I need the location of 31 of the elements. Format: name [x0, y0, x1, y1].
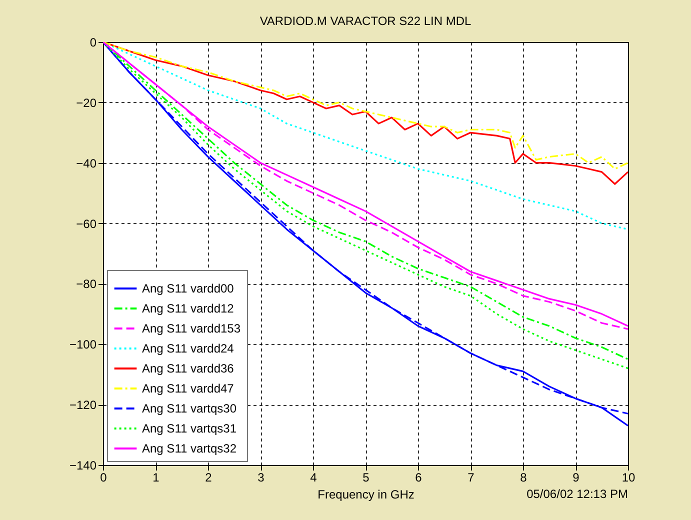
legend-label: Ang S11 vardd36 — [142, 362, 234, 376]
legend-label: Ang S11 vartqs30 — [142, 402, 237, 416]
x-tick-label: 6 — [415, 470, 422, 484]
x-tick-label: 3 — [258, 470, 265, 484]
x-tick-label: 0 — [100, 470, 108, 484]
legend-label: Ang S11 vardd12 — [142, 302, 234, 316]
legend-label: Ang S11 vardd153 — [142, 322, 241, 336]
x-axis-title: Frequency in GHz — [318, 488, 414, 502]
legend-label: Ang S11 vartqs31 — [142, 422, 237, 436]
legend-label: Ang S11 vartqs32 — [142, 442, 237, 456]
x-tick-label: 5 — [362, 470, 370, 484]
x-tick-label: 7 — [468, 470, 475, 484]
x-tick-label: 4 — [310, 470, 318, 484]
text: 05/06/02 12:13 PM — [526, 487, 628, 501]
y-tick-label: −20 — [76, 96, 97, 110]
y-tick-label: −40 — [76, 156, 97, 170]
x-tick-label: 9 — [572, 470, 580, 484]
y-tick-label: 0 — [90, 36, 97, 50]
y-tick-label: −80 — [76, 277, 97, 292]
chart-title: VARDIOD.M VARACTOR S22 LIN MDL — [260, 14, 472, 28]
y-tick-label: −140 — [69, 458, 97, 472]
y-tick-label: −120 — [69, 398, 97, 412]
x-tick-label: 2 — [205, 470, 212, 484]
y-tick-label: −100 — [69, 338, 97, 352]
legend-label: Ang S11 vardd47 — [142, 382, 234, 396]
x-tick-label: 1 — [152, 470, 160, 484]
x-tick-label: 10 — [622, 470, 636, 484]
y-tick-label: −60 — [76, 216, 97, 231]
x-tick-label: 8 — [520, 470, 528, 484]
legend-label: Ang S11 vardd00 — [142, 282, 234, 296]
legend-label: Ang S11 vardd24 — [142, 342, 234, 356]
